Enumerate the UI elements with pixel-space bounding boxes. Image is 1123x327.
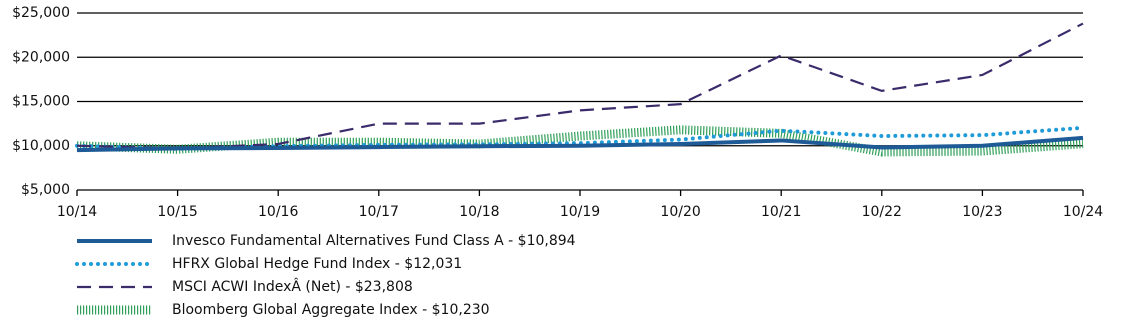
x-tick-label: 10/15: [157, 204, 197, 220]
x-tick-label: 10/14: [57, 204, 97, 220]
x-tick-label: 10/16: [258, 204, 298, 220]
x-tick-label: 10/23: [962, 204, 1002, 220]
y-tick-label: $5,000: [21, 182, 70, 198]
x-tick-label: 10/18: [459, 204, 499, 220]
y-tick-label: $20,000: [12, 49, 70, 65]
legend-label: MSCI ACWI IndexÂ (Net) - $23,808: [172, 277, 413, 295]
x-tick-label: 10/21: [761, 204, 801, 220]
y-tick-label: $25,000: [12, 5, 70, 21]
x-tick-label: 10/17: [359, 204, 399, 220]
series-line: [76, 22, 1084, 150]
x-tick-label: 10/24: [1063, 204, 1103, 220]
series-line: [76, 125, 1084, 157]
x-tick-label: 10/22: [862, 204, 902, 220]
x-tick-label: 10/19: [560, 204, 600, 220]
legend-label: Bloomberg Global Aggregate Index - $10,2…: [172, 302, 490, 318]
x-tick-label: 10/20: [660, 204, 700, 220]
y-tick-label: $15,000: [12, 94, 70, 110]
y-tick-label: $10,000: [12, 138, 70, 154]
legend-label: Invesco Fundamental Alternatives Fund Cl…: [172, 233, 576, 249]
legend-label: HFRX Global Hedge Fund Index - $12,031: [172, 256, 462, 272]
series-line: [76, 135, 1084, 153]
